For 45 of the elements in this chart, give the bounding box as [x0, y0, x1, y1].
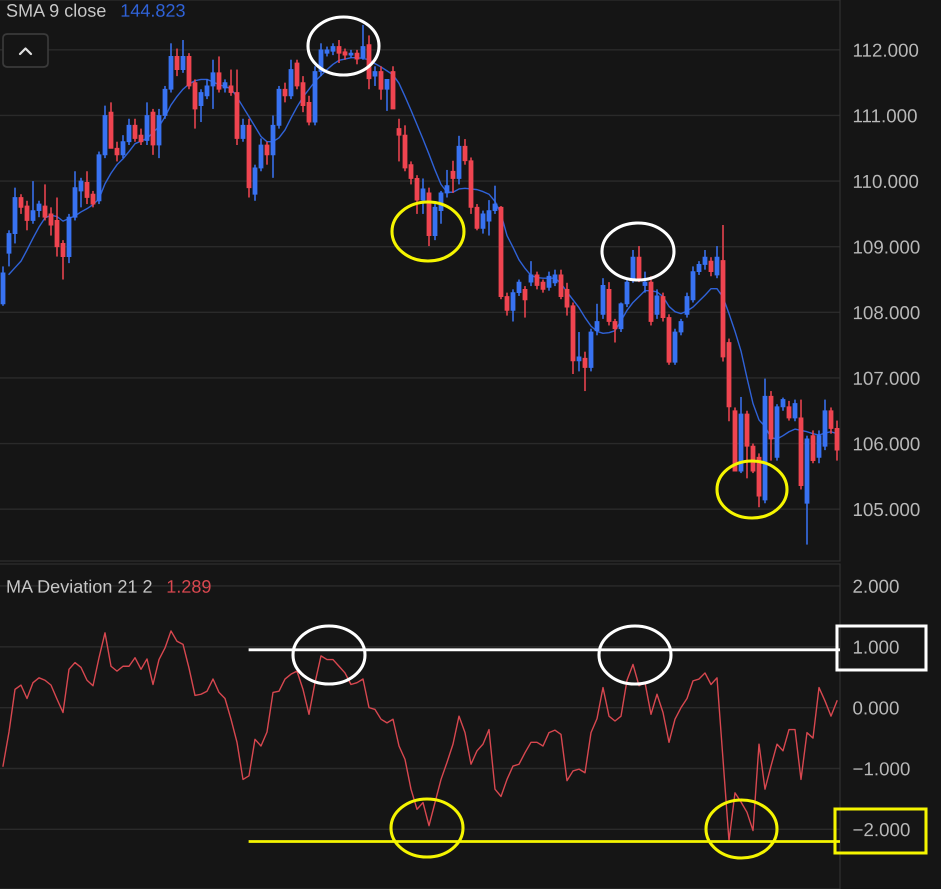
- candlestick: [264, 140, 270, 166]
- y-tick-label: −1.000: [853, 762, 910, 776]
- chart-title: SMA 9 close: [6, 4, 106, 17]
- y-tick-label: 108.000: [854, 306, 920, 320]
- candlestick: [384, 78, 390, 112]
- candlestick: [174, 48, 180, 77]
- y-tick-label: 2.000: [853, 580, 899, 593]
- y-tick-label: 111.000: [854, 109, 917, 122]
- candlestick: [180, 39, 186, 74]
- candlestick: [582, 350, 588, 392]
- y-tick-label: 109.000: [854, 240, 920, 254]
- candlestick: [360, 24, 366, 60]
- candlestick: [576, 331, 582, 372]
- candlestick: [708, 256, 714, 277]
- candlestick: [792, 398, 798, 422]
- candlestick: [282, 82, 288, 104]
- y-tick-label: 105.000: [854, 502, 920, 516]
- candlestick: [240, 118, 246, 142]
- candlestick: [222, 78, 228, 94]
- y-tick-label: 1.000: [854, 640, 899, 654]
- candlestick: [522, 285, 528, 318]
- y-tick-label: 107.000: [854, 372, 920, 385]
- candlestick: [714, 245, 720, 279]
- candlestick: [630, 249, 636, 284]
- y-tick-label: 112.000: [854, 44, 918, 57]
- annotation: 144.823: [122, 4, 185, 17]
- candlestick: [378, 66, 384, 100]
- candlestick: [528, 260, 534, 287]
- candlestick: [450, 160, 456, 194]
- candlestick: [594, 303, 600, 336]
- y-tick-label: 0.000: [853, 701, 899, 715]
- y-tick-label: 110.000: [854, 174, 918, 188]
- candlestick: [636, 245, 642, 283]
- y-tick-label: −2.000: [853, 823, 910, 836]
- annotation: 1.289: [168, 580, 211, 593]
- line-series: [2, 630, 838, 842]
- text: MA Deviation 21 2: [7, 580, 152, 593]
- candlestick: [642, 270, 648, 294]
- y-tick-label: 106.000: [854, 437, 920, 451]
- candlestick: [654, 288, 660, 320]
- candlestick: [420, 178, 426, 215]
- candlestick: [354, 49, 360, 66]
- candlestick: [372, 66, 378, 87]
- candlestick: [216, 56, 222, 94]
- candlestick: [786, 400, 792, 422]
